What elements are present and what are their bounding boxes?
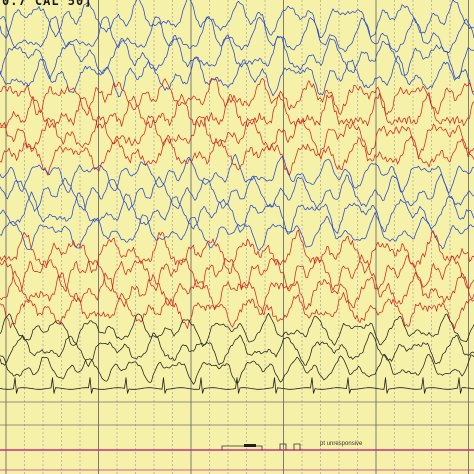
event-annotation: pt unresponsive xyxy=(320,441,363,447)
channel-trace-8 xyxy=(0,134,474,176)
event-step-marker xyxy=(221,443,301,450)
channel-trace-1 xyxy=(0,0,474,39)
channel-trace-3 xyxy=(0,34,474,80)
channel-trace-2 xyxy=(0,16,474,53)
channel-trace-6 xyxy=(0,92,474,129)
channel-trace-14 xyxy=(0,254,474,292)
eeg-traces xyxy=(0,0,474,394)
bottom-marker-lines xyxy=(0,401,474,471)
channel-trace-19 xyxy=(0,353,474,385)
channel-trace-11 xyxy=(0,191,474,234)
channel-trace-16 xyxy=(0,292,474,329)
channel-trace-15 xyxy=(0,270,474,313)
event-bar xyxy=(244,444,256,447)
channel-trace-5 xyxy=(0,77,474,116)
time-grid xyxy=(5,0,469,474)
channel-trace-12 xyxy=(0,212,474,251)
channel-trace-7 xyxy=(0,115,474,159)
channel-trace-18 xyxy=(0,331,474,367)
channel-trace-9 xyxy=(0,154,474,193)
channel-trace-10 xyxy=(0,173,474,212)
channel-trace-13 xyxy=(0,229,474,275)
channel-trace-20 xyxy=(0,377,474,394)
channel-trace-17 xyxy=(0,312,474,347)
channel-trace-4 xyxy=(0,55,474,98)
calibration-label: 0.7 CAL 50] xyxy=(2,0,93,8)
